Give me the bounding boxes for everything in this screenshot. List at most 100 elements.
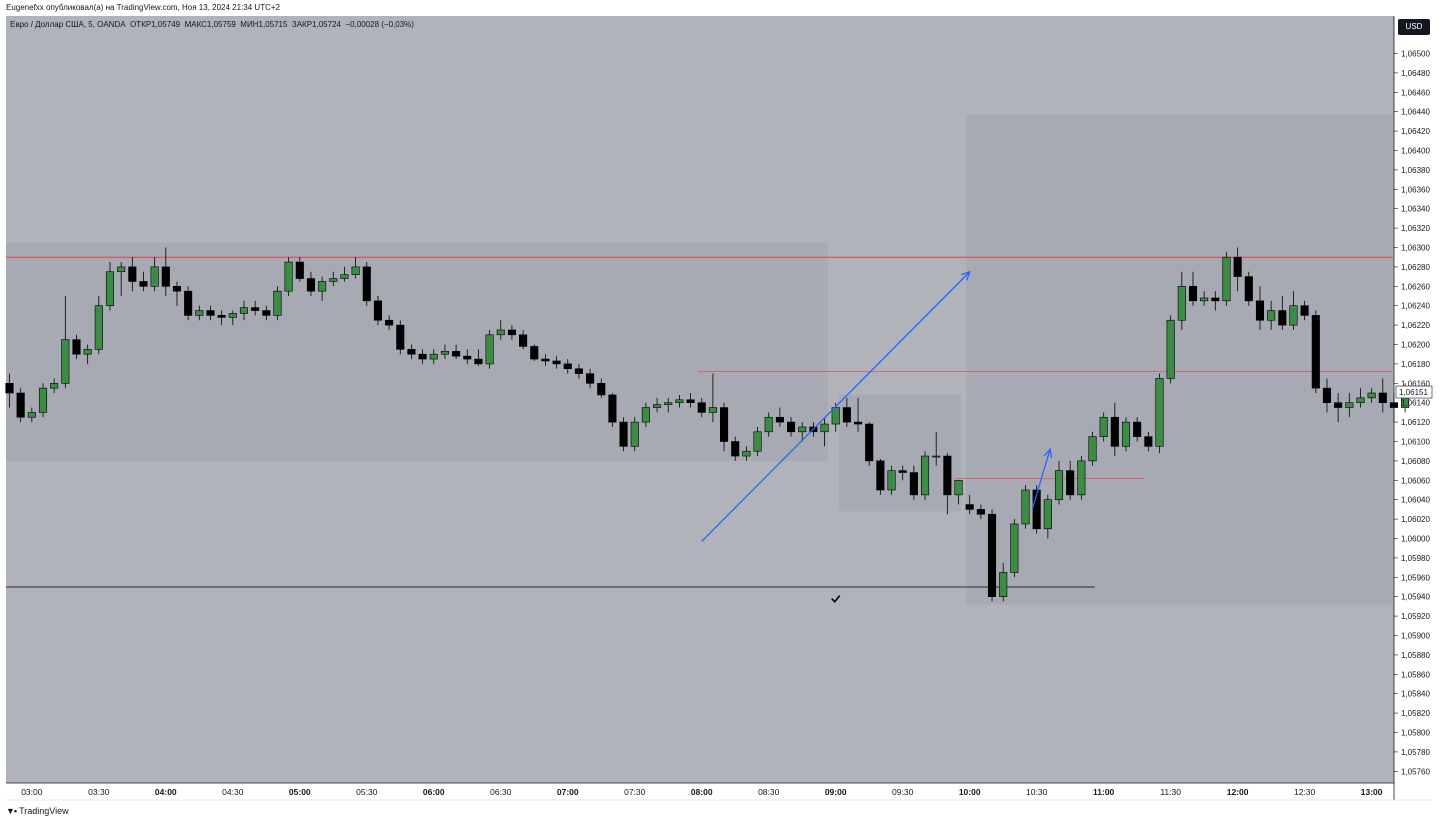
y-tick-label: 1,06480 xyxy=(1401,69,1430,78)
candle-body-73 xyxy=(820,423,829,433)
legend-close-label: ЗАКР xyxy=(291,20,313,29)
y-tick-label: 1,06180 xyxy=(1401,360,1430,369)
candle-81 xyxy=(909,465,918,500)
x-tick-label: 11:30 xyxy=(1160,787,1181,797)
candle-body-55 xyxy=(619,421,628,447)
legend-open-value: 1,05749 xyxy=(151,20,181,29)
candle-113 xyxy=(1267,300,1276,330)
candle-body-33 xyxy=(373,300,382,321)
y-tick-label: 1,06000 xyxy=(1401,535,1430,544)
candle-body-8 xyxy=(94,305,103,350)
current-price-badge xyxy=(1395,385,1433,399)
candle-15 xyxy=(172,281,182,306)
x-tick-label: 07:00 xyxy=(557,787,579,797)
candle-91 xyxy=(1021,485,1030,529)
candle-body-103 xyxy=(1155,378,1164,447)
candle-body-99 xyxy=(1110,416,1119,447)
check-icon xyxy=(831,595,841,603)
candle-111 xyxy=(1244,271,1253,306)
candle-55 xyxy=(619,417,628,452)
y-tick-label: 1,05780 xyxy=(1401,748,1430,757)
y-tick-label: 1,06400 xyxy=(1401,147,1430,156)
price-axis: 1,06500 1,06480 1,06460 1,06440 1,06420 1,064… xyxy=(1394,50,1433,776)
candle-31 xyxy=(351,257,360,279)
y-tick-label: 1,05860 xyxy=(1401,670,1430,679)
y-tick-label: 1,06280 xyxy=(1401,263,1430,272)
y-tick-label: 1,06080 xyxy=(1401,457,1430,466)
x-tick-label: 08:00 xyxy=(691,787,713,797)
candle-body-52 xyxy=(586,373,595,384)
candle-body-15 xyxy=(172,285,182,292)
candle-body-94 xyxy=(1054,470,1064,501)
candle-86 xyxy=(965,494,974,515)
candle-body-63 xyxy=(708,407,717,413)
tradingview-logo-icon: ▼▪ xyxy=(6,806,17,816)
candle-25 xyxy=(284,257,293,296)
candle-96 xyxy=(1077,456,1086,500)
candle-body-48 xyxy=(541,358,550,362)
legend-close-value: 1,05724 xyxy=(312,20,341,29)
candle-100 xyxy=(1121,417,1131,452)
candle-90 xyxy=(1010,519,1019,578)
currency-button[interactable]: USD xyxy=(1398,19,1430,35)
candle-84 xyxy=(943,453,952,515)
candle-32 xyxy=(362,262,371,306)
candle-body-54 xyxy=(608,394,617,423)
candle-61 xyxy=(686,393,695,408)
candle-body-107 xyxy=(1200,297,1209,302)
candle-53 xyxy=(597,378,606,398)
candle-45 xyxy=(507,325,516,340)
y-tick-label: 1,06500 xyxy=(1401,50,1430,59)
x-tick-label: 04:30 xyxy=(222,787,244,797)
candle-body-30 xyxy=(340,274,349,279)
legend-high-label: МАКС xyxy=(184,20,207,29)
candle-35 xyxy=(396,320,405,355)
candle-body-62 xyxy=(697,402,706,413)
candle-102 xyxy=(1144,431,1153,452)
candle-87 xyxy=(976,504,985,520)
candle-body-57 xyxy=(641,407,650,423)
candle-5 xyxy=(61,296,70,389)
candle-103 xyxy=(1155,373,1164,454)
candle-body-56 xyxy=(630,421,639,447)
candle-body-44 xyxy=(496,329,505,336)
trend-arrow-head-0 xyxy=(960,270,971,281)
candle-body-34 xyxy=(385,319,394,326)
candle-body-82 xyxy=(920,455,930,496)
candle-body-49 xyxy=(552,360,561,365)
legend-high-value: 1,05759 xyxy=(206,20,236,29)
candle-12 xyxy=(139,271,148,292)
candle-body-108 xyxy=(1211,297,1220,302)
candle-21 xyxy=(239,300,249,321)
candle-50 xyxy=(563,359,572,374)
candle-body-68 xyxy=(764,416,773,433)
candle-body-100 xyxy=(1121,421,1131,447)
candle-95 xyxy=(1066,460,1075,500)
candle-107 xyxy=(1200,291,1209,306)
candle-57 xyxy=(641,402,650,427)
candle-body-29 xyxy=(329,278,338,282)
candle-body-84 xyxy=(943,455,952,496)
candle-6 xyxy=(72,334,81,360)
y-tick-label: 1,06060 xyxy=(1401,476,1430,485)
x-tick-label: 10:00 xyxy=(959,787,981,797)
candle-75 xyxy=(842,397,851,427)
candle-body-116 xyxy=(1300,305,1309,316)
candle-body-13 xyxy=(150,266,159,287)
candle-33 xyxy=(373,296,382,326)
candle-109 xyxy=(1222,252,1231,306)
candle-body-71 xyxy=(798,426,807,433)
candle-body-53 xyxy=(597,382,606,396)
candle-63 xyxy=(708,373,717,423)
candle-26 xyxy=(295,257,304,282)
candle-body-43 xyxy=(485,334,494,365)
candle-body-104 xyxy=(1166,319,1175,379)
candle-body-64 xyxy=(720,407,729,442)
candle-body-121 xyxy=(1356,397,1365,404)
y-tick-label: 1,06440 xyxy=(1401,108,1430,117)
candle-body-19 xyxy=(217,315,226,318)
candle-17 xyxy=(195,305,204,321)
candle-115 xyxy=(1289,291,1298,330)
candle-body-60 xyxy=(675,399,684,404)
